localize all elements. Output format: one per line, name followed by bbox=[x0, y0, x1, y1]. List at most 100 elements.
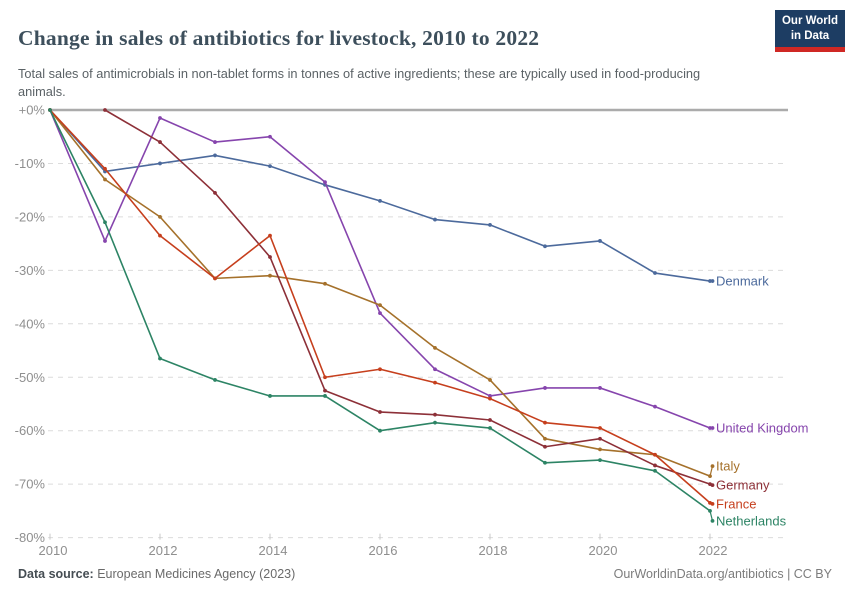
data-point bbox=[323, 180, 327, 185]
y-axis-tick-label: -80% bbox=[15, 530, 46, 545]
data-point bbox=[268, 134, 272, 139]
data-point bbox=[103, 220, 107, 225]
data-point bbox=[598, 447, 602, 452]
series-label-france[interactable]: France bbox=[716, 496, 756, 511]
data-point bbox=[653, 404, 657, 409]
data-point bbox=[213, 378, 217, 382]
data-point bbox=[268, 273, 272, 278]
data-point bbox=[543, 386, 547, 390]
data-point bbox=[488, 426, 492, 430]
data-point bbox=[323, 375, 327, 380]
data-point bbox=[543, 436, 547, 441]
data-point bbox=[543, 460, 547, 465]
data-point bbox=[543, 244, 547, 249]
data-point bbox=[598, 239, 602, 243]
y-axis-tick-label: -60% bbox=[15, 423, 46, 438]
data-point bbox=[103, 108, 107, 112]
data-point bbox=[598, 426, 602, 430]
data-point bbox=[488, 394, 492, 398]
data-point bbox=[433, 380, 437, 385]
data-source-text: European Medicines Agency (2023) bbox=[97, 567, 296, 581]
y-axis-tick-label: -20% bbox=[15, 209, 46, 224]
data-point bbox=[158, 233, 162, 238]
data-point bbox=[213, 190, 217, 195]
data-source-note: Data source: European Medicines Agency (… bbox=[18, 567, 295, 589]
data-point bbox=[213, 140, 217, 144]
label-connector-dot bbox=[710, 464, 715, 469]
data-point bbox=[158, 140, 162, 144]
data-point bbox=[268, 255, 272, 259]
data-point bbox=[433, 217, 437, 222]
data-point bbox=[48, 108, 52, 112]
data-point bbox=[378, 410, 382, 414]
data-point bbox=[543, 420, 547, 425]
series-label-italy[interactable]: Italy bbox=[716, 459, 740, 474]
data-point bbox=[433, 367, 437, 372]
data-point bbox=[378, 311, 382, 316]
y-axis-tick-label: -30% bbox=[15, 263, 46, 278]
data-point bbox=[103, 239, 107, 243]
chart-footer: Data source: European Medicines Agency (… bbox=[18, 567, 832, 589]
series-line-germany[interactable] bbox=[104, 109, 711, 485]
data-point bbox=[213, 153, 217, 158]
label-connector-dot bbox=[710, 426, 715, 430]
y-axis-tick-label: -40% bbox=[15, 316, 46, 331]
owid-logo-line1: Our World bbox=[781, 15, 838, 28]
owid-logo-line2: in Data bbox=[790, 29, 830, 42]
data-point bbox=[103, 177, 107, 182]
data-point bbox=[433, 412, 437, 417]
owid-logo[interactable]: Our World in Data bbox=[775, 10, 845, 52]
x-axis-tick-label: 2014 bbox=[259, 543, 288, 558]
data-point bbox=[543, 444, 547, 449]
data-point bbox=[653, 468, 657, 473]
data-point bbox=[488, 396, 492, 401]
data-point bbox=[488, 418, 492, 422]
data-point bbox=[488, 378, 492, 382]
x-axis-tick-label: 2018 bbox=[479, 543, 508, 558]
y-axis-tick-label: -70% bbox=[15, 477, 46, 492]
data-point bbox=[213, 276, 217, 281]
data-point bbox=[598, 458, 602, 462]
data-point bbox=[158, 161, 162, 166]
page-title: Change in sales of antibiotics for lives… bbox=[18, 26, 540, 51]
label-connector-dot bbox=[710, 483, 715, 488]
data-point bbox=[598, 436, 602, 441]
data-point bbox=[323, 388, 327, 393]
page-subtitle: Total sales of antimicrobials in non-tab… bbox=[18, 65, 701, 99]
series-label-united-kingdom[interactable]: United Kingdom bbox=[716, 421, 809, 436]
data-point bbox=[653, 463, 657, 468]
label-connector-dot bbox=[710, 279, 715, 283]
label-connector-dot bbox=[710, 518, 715, 523]
label-connector-dot bbox=[710, 501, 715, 506]
data-source-label: Data source: bbox=[18, 567, 94, 581]
data-point bbox=[378, 367, 382, 372]
data-point bbox=[598, 386, 602, 390]
x-axis-tick-label: 2020 bbox=[589, 543, 618, 558]
credit-link[interactable]: OurWorldinData.org/antibiotics | CC BY bbox=[613, 567, 832, 581]
y-axis-tick-label: -50% bbox=[15, 370, 46, 385]
data-point bbox=[158, 215, 162, 219]
data-point bbox=[653, 271, 657, 275]
data-point bbox=[103, 166, 107, 171]
data-point bbox=[488, 223, 492, 227]
x-axis-tick-label: 2016 bbox=[369, 543, 398, 558]
data-point bbox=[268, 233, 272, 238]
x-axis-tick-label: 2022 bbox=[699, 543, 728, 558]
data-point bbox=[378, 428, 382, 433]
series-label-netherlands[interactable]: Netherlands bbox=[716, 513, 787, 528]
y-axis-tick-label: -10% bbox=[15, 156, 46, 171]
series-line-united-kingdom[interactable] bbox=[49, 109, 711, 429]
data-point bbox=[323, 281, 327, 286]
data-point bbox=[268, 164, 272, 169]
data-point bbox=[433, 420, 437, 425]
series-label-denmark[interactable]: Denmark bbox=[716, 274, 769, 289]
data-point bbox=[433, 345, 437, 350]
data-point bbox=[653, 452, 657, 457]
series-label-germany[interactable]: Germany bbox=[716, 478, 770, 493]
x-axis-tick-label: 2010 bbox=[39, 543, 68, 558]
data-point bbox=[158, 116, 162, 120]
data-point bbox=[158, 356, 162, 361]
